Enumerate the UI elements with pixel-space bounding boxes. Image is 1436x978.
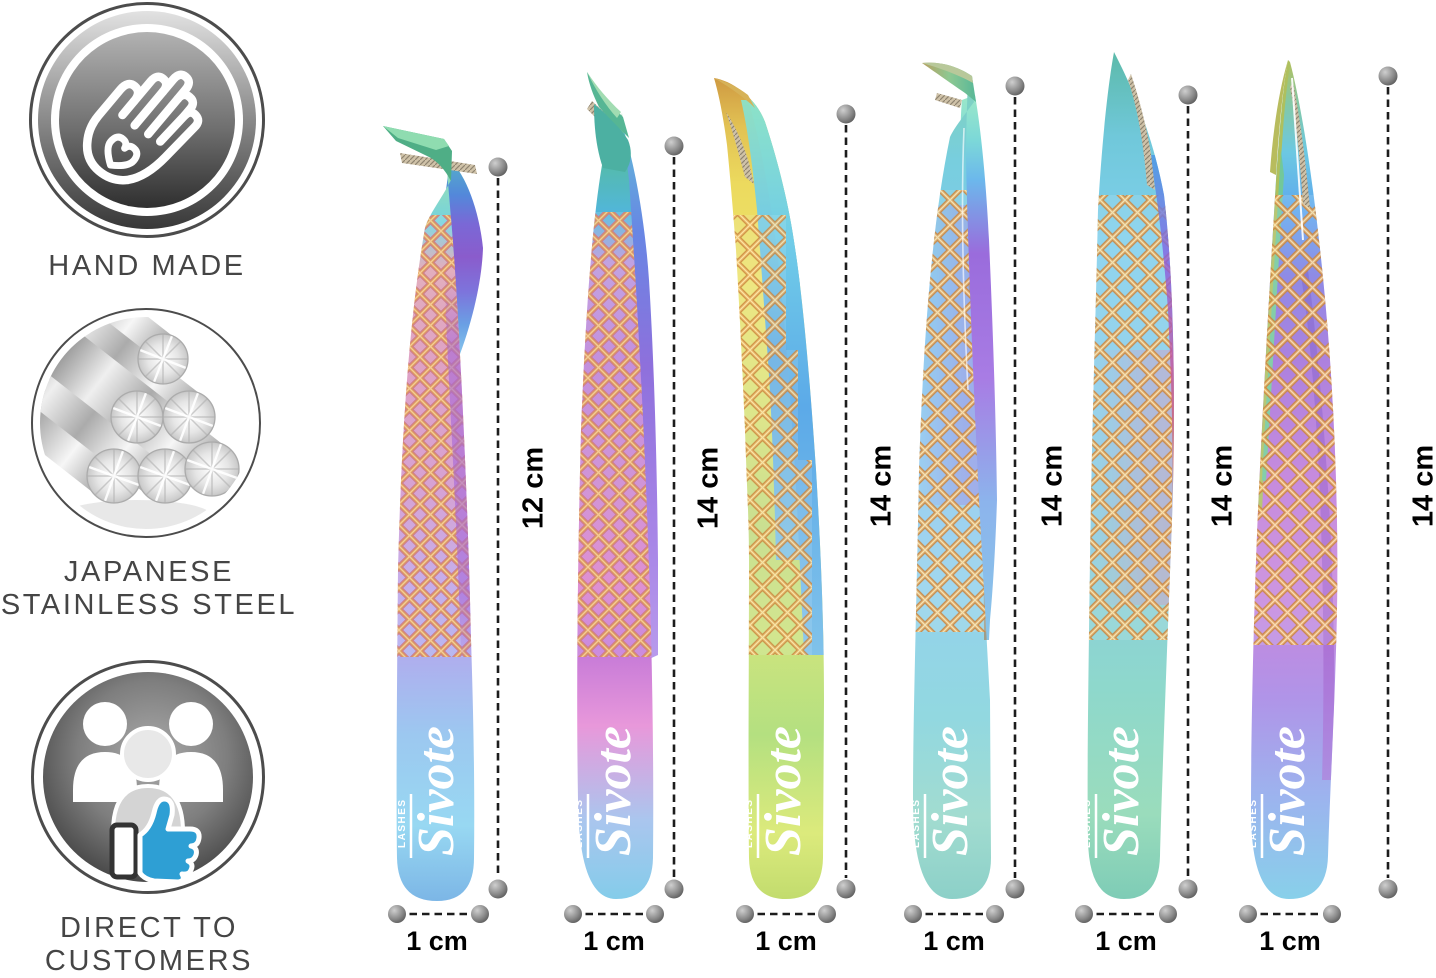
svg-text:LASHES: LASHES <box>1082 798 1093 848</box>
svg-text:Sivote: Sivote <box>408 726 465 856</box>
svg-text:LASHES: LASHES <box>397 798 408 848</box>
svg-text:LASHES: LASHES <box>574 798 585 848</box>
svg-text:Sivote: Sivote <box>755 726 812 856</box>
svg-text:Sivote: Sivote <box>922 726 979 856</box>
svg-text:Sivote: Sivote <box>1259 726 1316 856</box>
svg-text:Sivote: Sivote <box>1093 726 1150 856</box>
svg-text:LASHES: LASHES <box>911 798 922 848</box>
svg-text:LASHES: LASHES <box>1248 798 1259 848</box>
svg-text:Sivote: Sivote <box>585 726 642 856</box>
svg-text:LASHES: LASHES <box>744 798 755 848</box>
